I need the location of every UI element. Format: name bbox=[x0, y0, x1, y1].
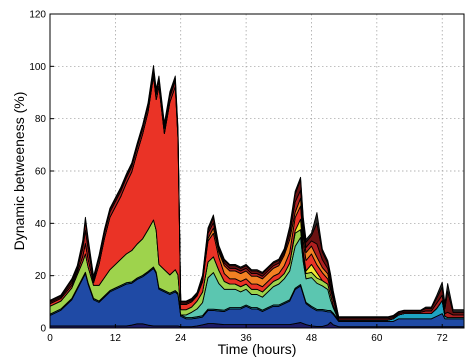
y-tick-label: 0 bbox=[40, 324, 46, 335]
y-tick-labels: 0 20 40 60 80 100 120 bbox=[29, 10, 54, 335]
x-tick-label: 72 bbox=[437, 333, 449, 344]
y-tick-label: 60 bbox=[35, 167, 47, 178]
area-layers bbox=[49, 65, 465, 329]
y-axis-label: Dynamic betweeness (%) bbox=[11, 92, 27, 251]
x-tick-label: 60 bbox=[371, 333, 383, 344]
x-tick-label: 24 bbox=[175, 333, 187, 344]
y-tick-label: 40 bbox=[35, 219, 47, 230]
x-tick-label: 36 bbox=[241, 333, 253, 344]
y-tick-label: 120 bbox=[29, 10, 46, 21]
x-tick-label: 12 bbox=[110, 333, 122, 344]
x-axis-label: Time (hours) bbox=[218, 341, 297, 357]
y-tick-label: 100 bbox=[29, 62, 46, 73]
x-tick-labels: 0 12 24 36 48 60 72 bbox=[47, 324, 448, 344]
y-tick-label: 80 bbox=[35, 114, 47, 125]
x-tick-label: 0 bbox=[47, 333, 53, 344]
y-tick-label: 20 bbox=[35, 271, 47, 282]
x-tick-label: 48 bbox=[306, 333, 318, 344]
